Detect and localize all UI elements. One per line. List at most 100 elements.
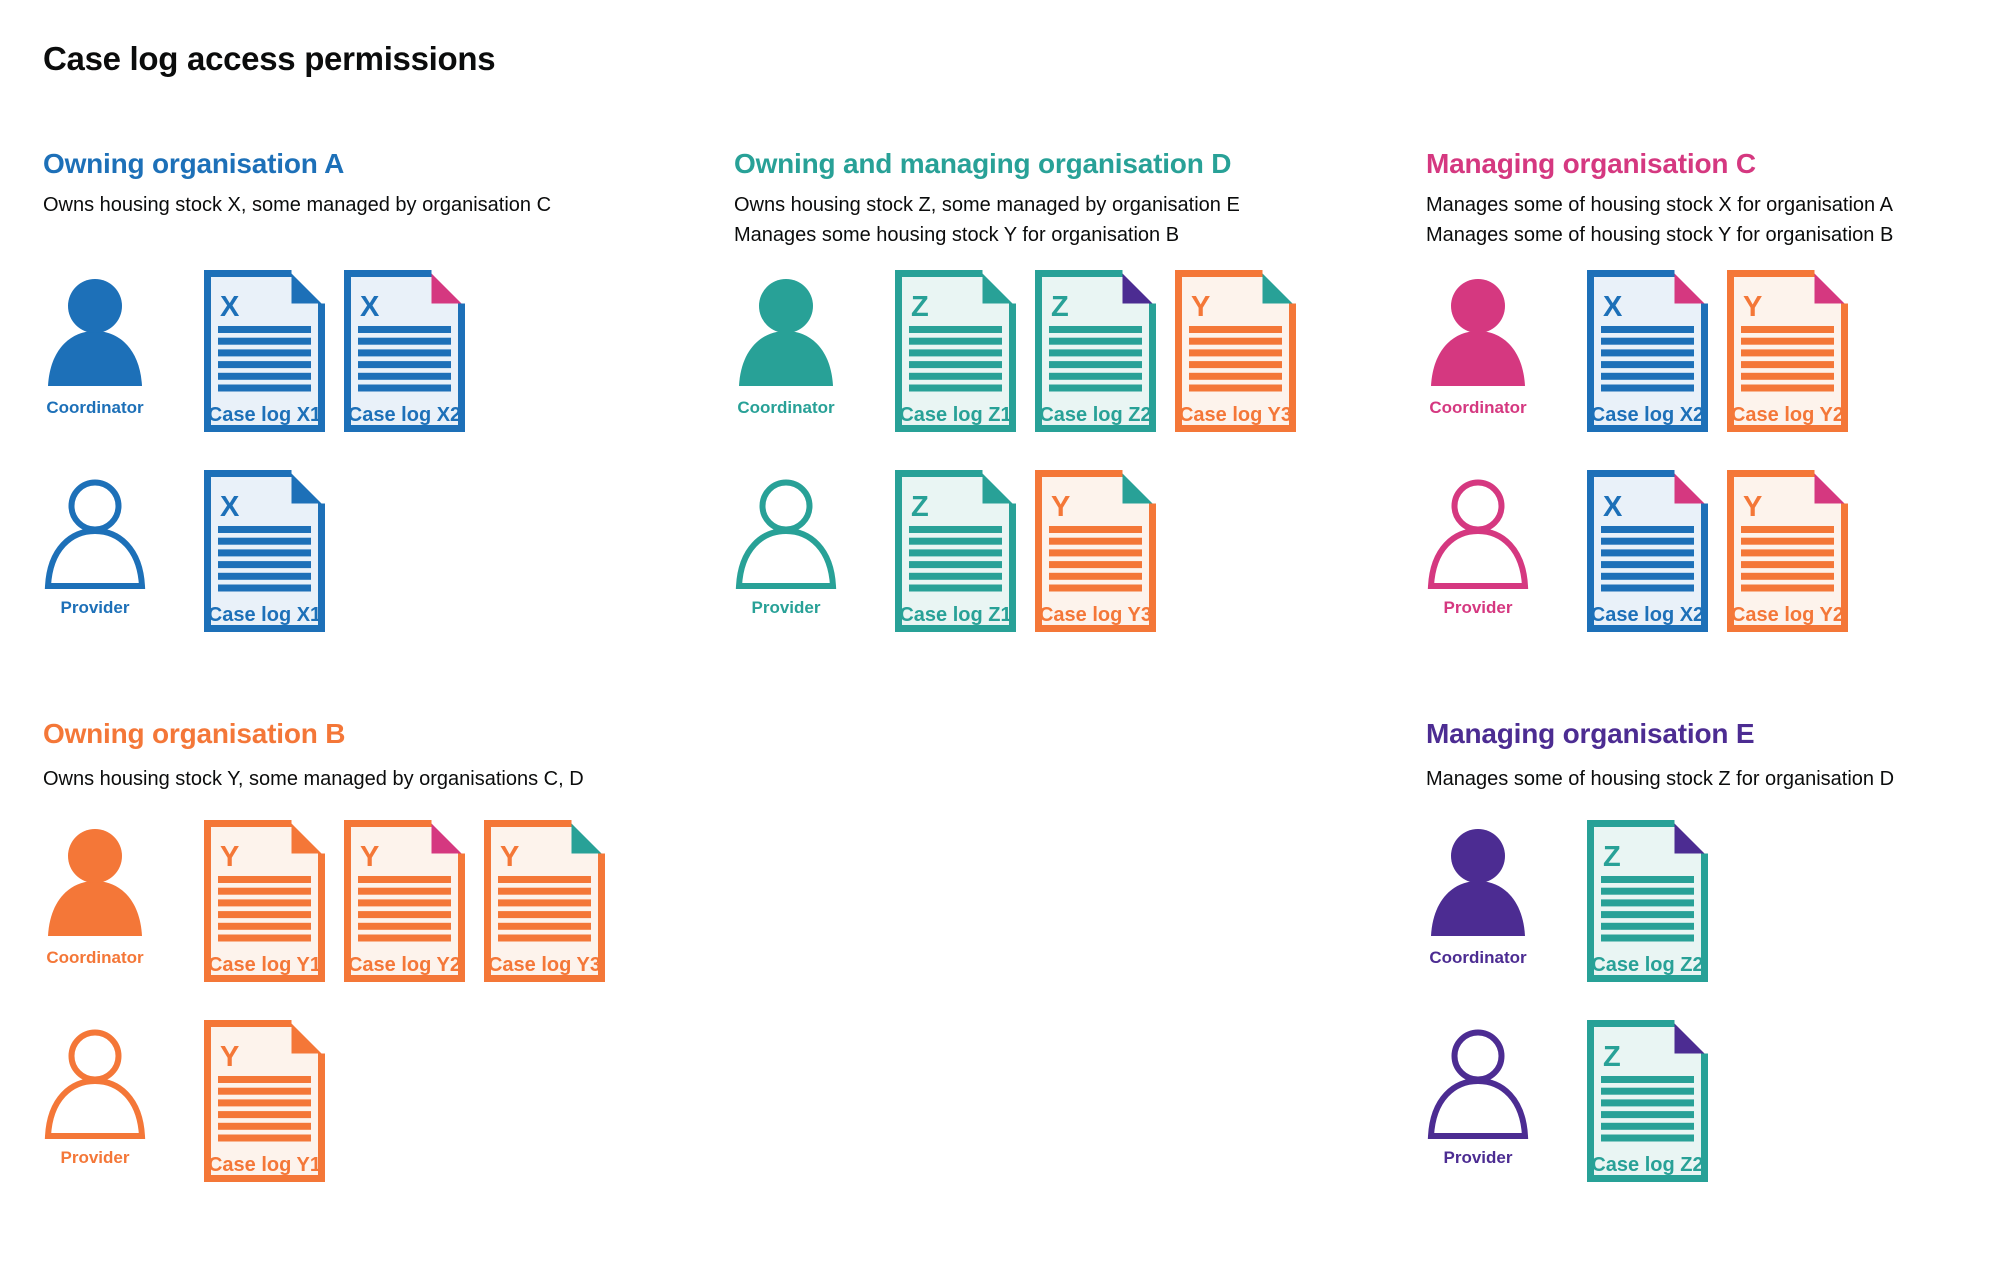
section-description-line: Owns housing stock Z, some managed by or…	[734, 194, 1240, 216]
section-description: Owns housing stock Y, some managed by or…	[43, 764, 584, 794]
document-stock-letter: Z	[911, 491, 929, 523]
section-owning-and-managing-organisation-d: Owning and managing organisation D Owns h…	[734, 148, 1296, 632]
document-label: Case log X2	[1591, 604, 1704, 626]
document-label: Case log X1	[208, 404, 321, 426]
document-label: Case log Z2	[1591, 1154, 1703, 1176]
provider-row: Provider X Case log X2 Y Case log Y2	[1426, 470, 1848, 632]
section-heading: Managing organisation E	[1426, 718, 1755, 749]
section-description-line: Owns housing stock X, some managed by or…	[43, 194, 552, 216]
coordinator-label: Coordinator	[46, 398, 144, 417]
case-log-document-icon: Y Case log Y3	[484, 820, 605, 982]
document-border	[204, 1020, 325, 1182]
document-list: X Case log X2 Y Case log Y2	[1587, 270, 1848, 432]
provider-person-icon	[1427, 479, 1529, 589]
document-label: Case log Y2	[1731, 604, 1844, 626]
document-label: Case log X2	[348, 404, 461, 426]
case-log-document-icon: Y Case log Y3	[1175, 270, 1296, 432]
document-text-lines	[218, 1076, 311, 1142]
section-managing-organisation-e: Managing organisation E Manages some of h…	[1426, 718, 1894, 1182]
case-log-document-icon: Y Case log Y1	[204, 820, 325, 982]
provider-cell: Provider	[43, 1020, 147, 1168]
document-border	[895, 470, 1016, 632]
case-log-document-icon: Z Case log Z2	[1587, 820, 1708, 982]
folded-corner-icon	[1814, 473, 1845, 504]
coordinator-label: Coordinator	[46, 948, 144, 967]
document-text-lines	[358, 876, 451, 942]
document-list: X Case log X2 Y Case log Y2	[1587, 470, 1848, 632]
document-border	[344, 270, 465, 432]
document-stock-letter: Z	[1051, 291, 1069, 323]
document-border	[1727, 470, 1848, 632]
document-label: Case log X1	[208, 604, 321, 626]
document-label: Case log Z2	[1591, 954, 1703, 976]
document-label: Case log Y3	[1039, 604, 1152, 626]
provider-label: Provider	[60, 598, 130, 617]
document-border	[895, 270, 1016, 432]
document-text-lines	[1741, 326, 1834, 392]
provider-label: Provider	[1443, 1148, 1513, 1167]
document-label: Case log Z1	[899, 604, 1011, 626]
provider-person-icon	[44, 479, 146, 589]
document-list: Z Case log Z2	[1587, 1020, 1708, 1182]
document-stock-letter: Y	[500, 841, 519, 873]
case-log-document-icon: X Case log X2	[1587, 470, 1708, 632]
document-text-lines	[1601, 876, 1694, 942]
folded-corner-icon	[1674, 473, 1705, 504]
folded-corner-icon	[571, 823, 602, 854]
document-label: Case log Y3	[488, 954, 601, 976]
section-description-line: Owns housing stock Y, some managed by or…	[43, 768, 584, 790]
case-log-document-icon: Y Case log Y1	[204, 1020, 325, 1182]
document-border	[204, 470, 325, 632]
section-description-line: Manages some housing stock Y for organis…	[734, 224, 1180, 246]
document-border	[204, 820, 325, 982]
document-border	[1587, 1020, 1708, 1182]
document-border	[1035, 470, 1156, 632]
document-border	[204, 270, 325, 432]
coordinator-label: Coordinator	[737, 398, 835, 417]
coordinator-label: Coordinator	[1429, 398, 1527, 417]
document-text-lines	[909, 526, 1002, 592]
document-border	[1587, 820, 1708, 982]
folded-corner-icon	[431, 823, 462, 854]
document-border	[484, 820, 605, 982]
coordinator-person-icon	[1431, 279, 1525, 386]
provider-row: Provider Z Case log Z2	[1426, 1020, 1708, 1182]
coordinator-person-icon	[48, 279, 142, 386]
document-stock-letter: X	[1603, 291, 1623, 323]
document-text-lines	[498, 876, 591, 942]
provider-label: Provider	[60, 1148, 130, 1167]
coordinator-row: Coordinator X Case log X1 X Case log X2	[43, 270, 465, 432]
document-text-lines	[909, 326, 1002, 392]
document-list: Y Case log Y1	[204, 1020, 325, 1182]
section-description-line: Manages some of housing stock Z for orga…	[1426, 768, 1895, 790]
document-stock-letter: Y	[1191, 291, 1210, 323]
case-log-document-icon: X Case log X1	[204, 470, 325, 632]
document-border	[1175, 270, 1296, 432]
document-stock-letter: Y	[360, 841, 379, 873]
case-log-document-icon: X Case log X1	[204, 270, 325, 432]
section-description: Owns housing stock X, some managed by or…	[43, 190, 551, 220]
document-stock-letter: Z	[1603, 841, 1621, 873]
document-text-lines	[218, 526, 311, 592]
document-label: Case log Z1	[899, 404, 1011, 426]
provider-label: Provider	[751, 598, 821, 617]
document-text-lines	[1049, 326, 1142, 392]
document-list: Z Case log Z1 Y Case log Y3	[895, 470, 1156, 632]
folded-corner-icon	[982, 273, 1013, 304]
document-label: Case log X2	[1591, 404, 1704, 426]
section-heading: Managing organisation C	[1426, 148, 1756, 179]
provider-row: Provider Z Case log Z1 Y Case log Y3	[734, 470, 1156, 632]
folded-corner-icon	[1814, 273, 1845, 304]
section-heading: Owning and managing organisation D	[734, 148, 1232, 179]
folded-corner-icon	[1674, 823, 1705, 854]
provider-label: Provider	[1443, 598, 1513, 617]
coordinator-cell: Coordinator	[43, 270, 147, 418]
section-managing-organisation-c: Managing organisation C Manages some of h…	[1426, 148, 1893, 632]
provider-cell: Provider	[1426, 1020, 1530, 1168]
folded-corner-icon	[291, 473, 322, 504]
coordinator-cell: Coordinator	[1426, 270, 1530, 418]
section-owning-organisation-b: Owning organisation B Owns housing stock …	[43, 718, 605, 1182]
document-list: Z Case log Z2	[1587, 820, 1708, 982]
case-log-document-icon: Z Case log Z1	[895, 270, 1016, 432]
folded-corner-icon	[291, 273, 322, 304]
